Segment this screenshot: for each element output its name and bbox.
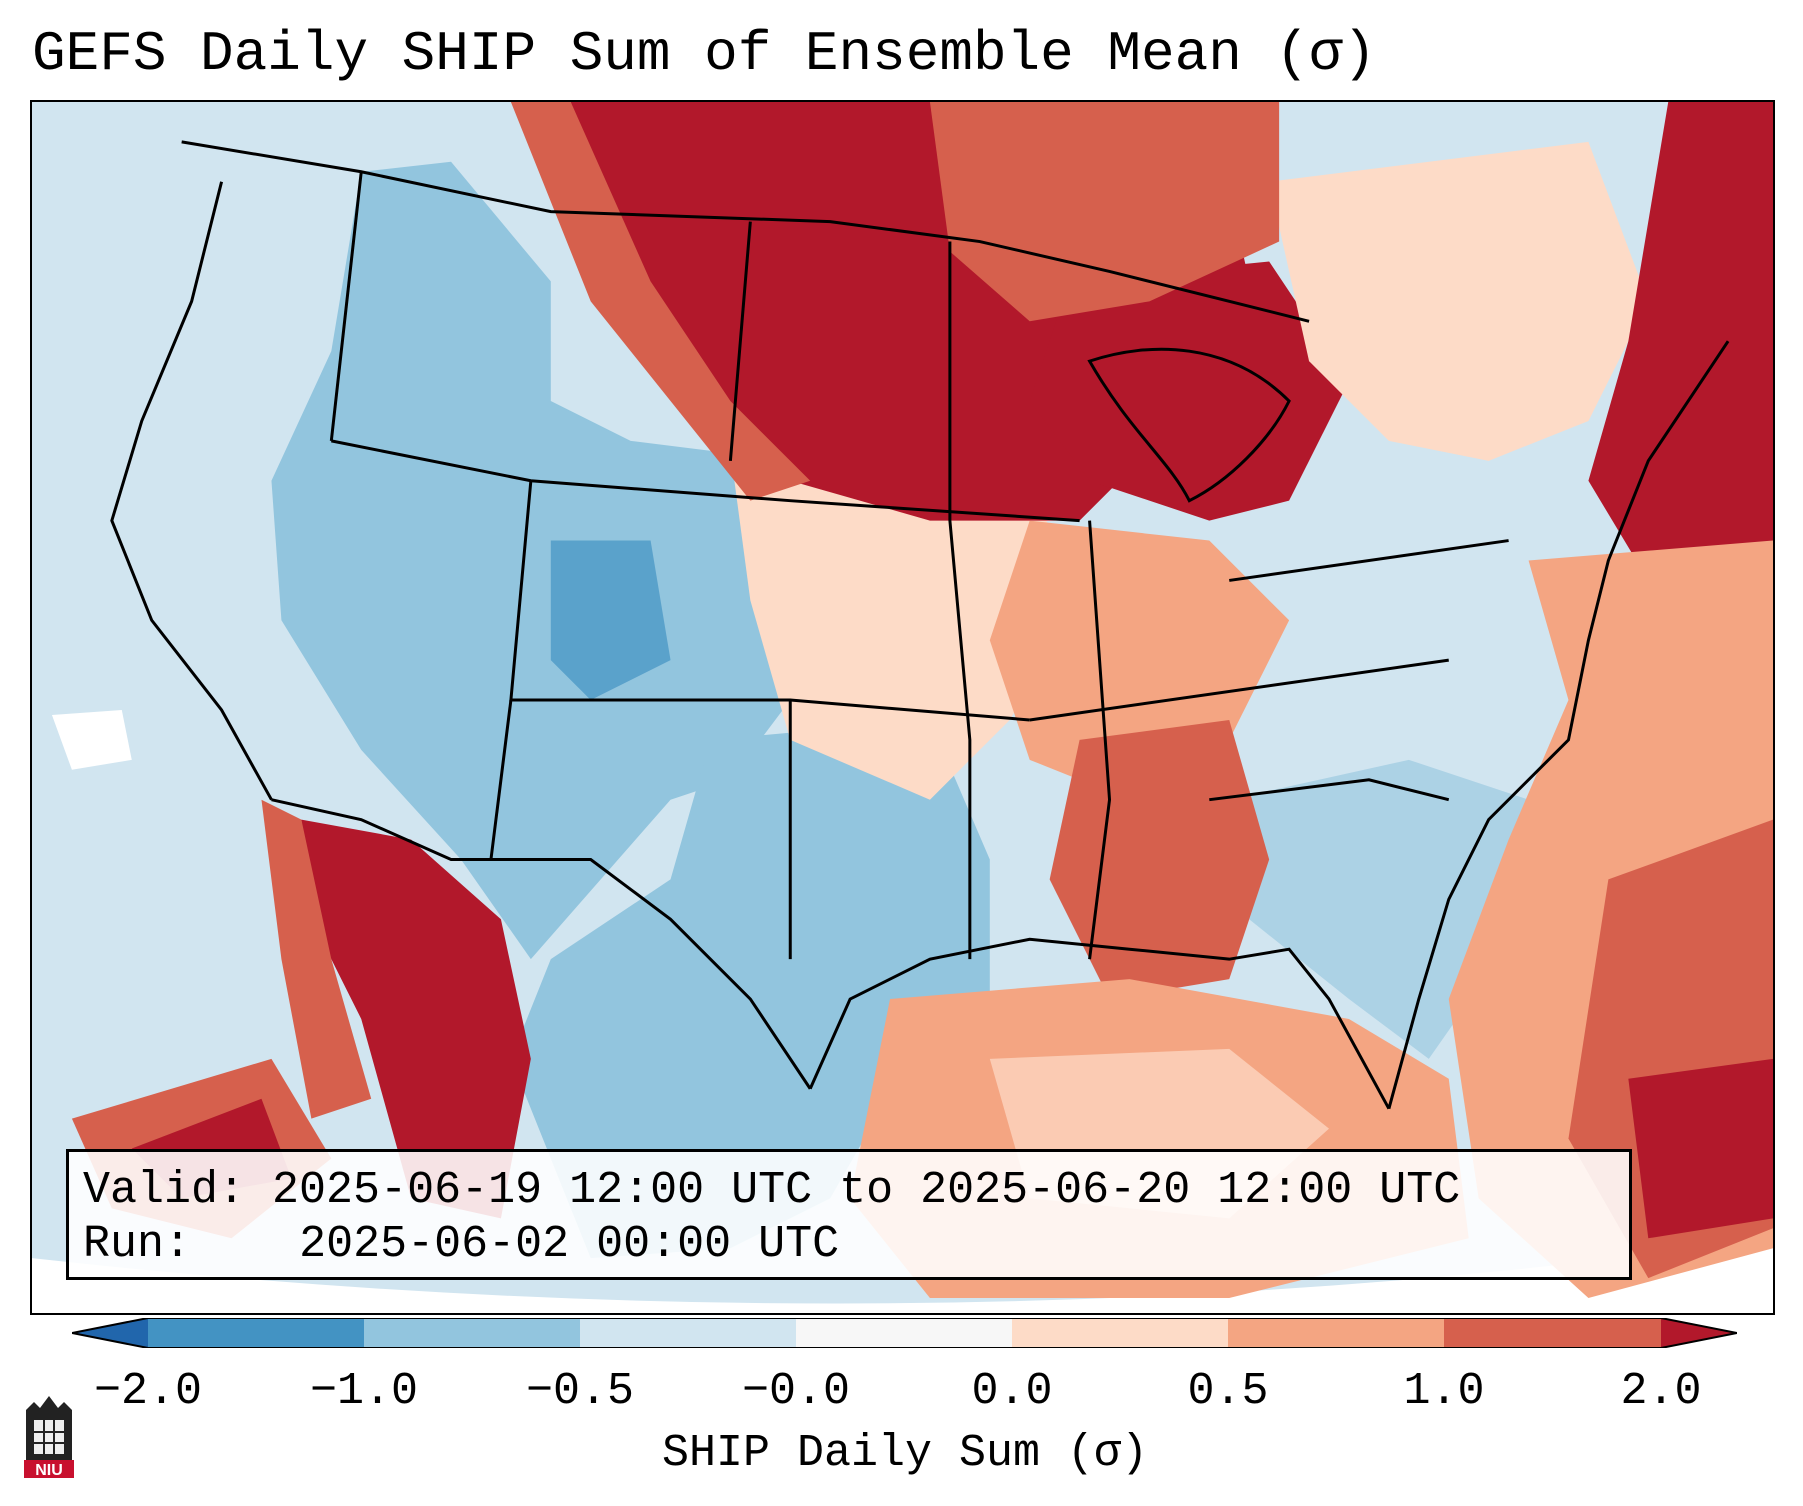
colorbar-bin-7 bbox=[1444, 1318, 1661, 1348]
region-northeast bbox=[1269, 141, 1649, 461]
chart-title: GEFS Daily SHIP Sum of Ensemble Mean (σ) bbox=[32, 22, 1377, 86]
colorbar-label: SHIP Daily Sum (σ) bbox=[661, 1428, 1149, 1479]
east-coast bbox=[1387, 340, 1730, 1110]
colorbar-bin-6 bbox=[1228, 1318, 1444, 1348]
state-line-10 bbox=[1229, 539, 1509, 582]
region-mexico-west bbox=[301, 819, 531, 1219]
region-great-lakes bbox=[1029, 261, 1349, 521]
colorbar-over bbox=[1661, 1318, 1737, 1348]
us-west-coast bbox=[110, 181, 273, 801]
state-line-3 bbox=[509, 480, 1030, 722]
state-line-11 bbox=[1209, 778, 1450, 802]
region-northern-plains-edge bbox=[510, 102, 811, 501]
region-new-england bbox=[1588, 102, 1773, 581]
colorbar bbox=[72, 1318, 1737, 1348]
region-caribbean bbox=[1628, 1058, 1773, 1239]
map-canvas bbox=[32, 102, 1773, 1313]
colorbar-bin-4 bbox=[796, 1318, 1012, 1348]
region-canada-east bbox=[929, 102, 1280, 322]
svg-text:NIU: NIU bbox=[35, 1462, 63, 1479]
colorbar-under bbox=[72, 1318, 148, 1348]
valid-value: 2025-06-19 12:00 UTC to 2025-06-20 12:00… bbox=[272, 1165, 1461, 1216]
colorbar-bin-3 bbox=[580, 1318, 796, 1348]
region-pacific-white bbox=[51, 709, 132, 770]
mexico-border bbox=[271, 798, 812, 1090]
canada-us-border bbox=[181, 140, 1310, 323]
boundary-lines bbox=[110, 140, 1730, 1110]
state-line-2 bbox=[331, 439, 1080, 523]
run-label: Run: bbox=[83, 1219, 192, 1270]
region-colorado-core bbox=[550, 540, 671, 701]
colorbar-tick-6: 0.5 bbox=[1187, 1366, 1269, 1417]
state-line-5 bbox=[948, 241, 972, 960]
region-southeast-blue bbox=[1229, 759, 1529, 1059]
colorbar-tick-5: 0.0 bbox=[971, 1366, 1053, 1417]
region-ohio-valley bbox=[1289, 500, 1569, 720]
state-line-9 bbox=[1029, 658, 1449, 722]
projection-edge bbox=[32, 1238, 1773, 1313]
colorbar-tick-3: −0.5 bbox=[525, 1366, 635, 1417]
gulf-coast bbox=[808, 937, 1391, 1110]
state-line-7 bbox=[489, 699, 513, 860]
region-western-us bbox=[271, 161, 791, 960]
state-line-4 bbox=[728, 221, 752, 461]
run-value: 2025-06-02 00:00 UTC bbox=[299, 1219, 840, 1270]
run-info-box: Valid: 2025-06-19 12:00 UTC to 2025-06-2… bbox=[66, 1149, 1632, 1280]
colorbar-bin-5 bbox=[1012, 1318, 1228, 1348]
region-mississippi bbox=[1049, 719, 1270, 1000]
region-central-plains bbox=[730, 450, 1080, 800]
state-line-1 bbox=[329, 171, 363, 442]
niu-logo-icon: NIU bbox=[24, 1396, 74, 1479]
colorbar-tick-2: −1.0 bbox=[309, 1366, 419, 1417]
lake-outline bbox=[1087, 347, 1291, 503]
colorbar-tick-8: 2.0 bbox=[1620, 1366, 1702, 1417]
colorbar-tick-7: 1.0 bbox=[1403, 1366, 1485, 1417]
map-panel bbox=[30, 100, 1775, 1315]
valid-label: Valid: bbox=[83, 1165, 246, 1216]
colorbar-tick-1: −2.0 bbox=[93, 1366, 203, 1417]
colorbar-tick-4: −0.0 bbox=[741, 1366, 851, 1417]
colorbar-bin-2 bbox=[364, 1318, 580, 1348]
region-mexico-west-edge bbox=[261, 799, 372, 1119]
state-line-8 bbox=[1088, 520, 1112, 960]
colorbar-bin-1 bbox=[148, 1318, 364, 1348]
